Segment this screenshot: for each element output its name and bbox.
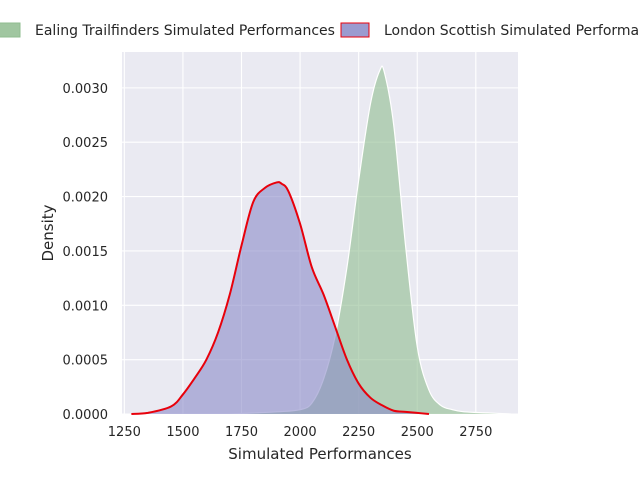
x-tick-label: 1750 bbox=[225, 425, 258, 440]
x-tick-label: 1500 bbox=[166, 425, 199, 440]
series-layer bbox=[131, 65, 511, 415]
y-tick-label: 0.0005 bbox=[63, 354, 109, 369]
legend: Ealing Trailfinders Simulated Performanc… bbox=[0, 22, 640, 39]
london-scottish-density-area bbox=[131, 182, 429, 414]
x-tick-label: 2250 bbox=[342, 425, 375, 440]
x-tick-label: 2000 bbox=[284, 425, 317, 440]
ealing-trailfinders-density-area bbox=[229, 66, 511, 414]
y-axis-label: Density bbox=[39, 204, 57, 261]
y-tick-label: 0.0025 bbox=[63, 136, 109, 151]
x-tick-label: 2750 bbox=[459, 425, 492, 440]
y-tick-label: 0.0030 bbox=[63, 82, 109, 97]
london-scottish-density-line bbox=[131, 181, 430, 415]
y-tick-labels: 0.0000 0.0005 0.0010 0.0015 0.0020 0.0025 0.00… bbox=[63, 82, 109, 423]
ealing-trailfinders-legend-swatch bbox=[0, 22, 21, 38]
x-axis-label: Simulated Performances bbox=[228, 445, 412, 463]
y-tick-label: 0.0000 bbox=[63, 408, 109, 423]
x-tick-label: 2500 bbox=[401, 425, 434, 440]
london-scottish-legend-swatch bbox=[340, 22, 370, 38]
y-tick-label: 0.0020 bbox=[63, 191, 109, 206]
y-tick-label: 0.0010 bbox=[63, 299, 109, 314]
x-tick-label: 1250 bbox=[108, 425, 141, 440]
x-tick-labels: 1250 1500 1750 2000 2250 2500 2750 bbox=[108, 425, 493, 440]
ealing-trailfinders-legend-label: Ealing Trailfinders Simulated Performanc… bbox=[35, 23, 335, 39]
y-tick-label: 0.0015 bbox=[63, 245, 109, 260]
london-scottish-legend-label: London Scottish Simulated Performances bbox=[384, 23, 640, 39]
